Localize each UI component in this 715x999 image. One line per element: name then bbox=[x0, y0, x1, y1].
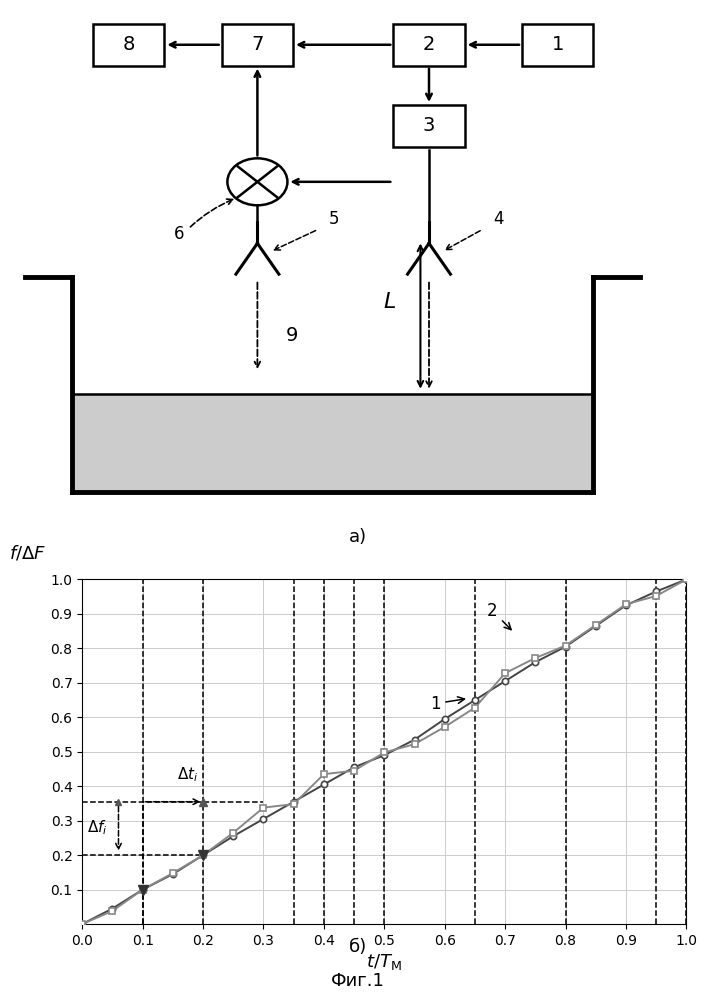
Bar bbox=[393, 105, 465, 147]
Text: 7: 7 bbox=[251, 35, 264, 54]
Text: 1: 1 bbox=[551, 35, 564, 54]
Text: Фиг.1: Фиг.1 bbox=[330, 972, 385, 990]
Text: 8: 8 bbox=[122, 35, 135, 54]
Text: 3: 3 bbox=[423, 116, 435, 136]
Bar bbox=[522, 24, 593, 66]
Text: $\Delta f_i$: $\Delta f_i$ bbox=[87, 818, 108, 837]
X-axis label: $t/T_\mathrm{М}$: $t/T_\mathrm{М}$ bbox=[366, 952, 403, 972]
Text: 2: 2 bbox=[423, 35, 435, 54]
Y-axis label: $f/\Delta F$: $f/\Delta F$ bbox=[9, 543, 46, 562]
Text: 9: 9 bbox=[286, 326, 298, 346]
Text: $L$: $L$ bbox=[383, 292, 396, 312]
Bar bbox=[222, 24, 293, 66]
Circle shape bbox=[227, 158, 287, 206]
Text: $\Delta t_i$: $\Delta t_i$ bbox=[177, 765, 199, 783]
Bar bbox=[393, 24, 465, 66]
Text: 5: 5 bbox=[329, 210, 340, 228]
Text: а): а) bbox=[348, 528, 367, 546]
Bar bbox=[72, 395, 593, 493]
Text: 1: 1 bbox=[430, 694, 465, 712]
Text: 4: 4 bbox=[493, 210, 504, 228]
Text: б): б) bbox=[348, 938, 367, 956]
Text: 2: 2 bbox=[487, 601, 511, 629]
Text: 6: 6 bbox=[174, 225, 184, 243]
Bar bbox=[93, 24, 164, 66]
